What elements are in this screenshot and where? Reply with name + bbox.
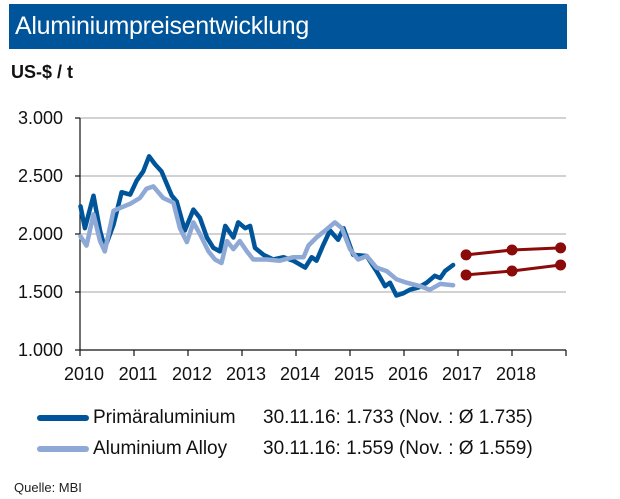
- series-line-1: [78, 184, 456, 292]
- y-axis-label: US-$ / t: [11, 62, 74, 82]
- x-tick-label: 2016: [388, 364, 428, 384]
- forecast-point: [460, 249, 472, 261]
- x-tick-label: 2012: [172, 364, 212, 384]
- legend-label: Aluminium Alloy: [93, 438, 228, 459]
- legend-item-alloy: Aluminium Alloy 30.11.16: 1.559 (Nov. : Ø…: [37, 438, 533, 460]
- y-tick-label: 3.000: [18, 108, 63, 128]
- x-tick-label: 2018: [496, 364, 536, 384]
- chart-title: Aluminiumpreisentwicklung: [9, 4, 567, 49]
- x-tick-label: 2014: [280, 364, 320, 384]
- series-line-0: [78, 154, 456, 298]
- legend-swatch: [37, 445, 89, 452]
- x-tick-label: 2013: [226, 364, 266, 384]
- y-tick-label: 2.000: [18, 224, 63, 244]
- legend-value: 30.11.16: 1.559 (Nov. : Ø 1.559): [263, 438, 533, 459]
- forecast-point: [555, 259, 567, 271]
- x-tick-label: 2011: [119, 364, 158, 384]
- y-tick-label: 2.500: [18, 166, 63, 186]
- legend-item-primaer: Primäraluminium 30.11.16: 1.733 (Nov. : Ø…: [37, 407, 533, 429]
- legend-value: 30.11.16: 1.733 (Nov. : Ø 1.735): [263, 407, 533, 428]
- y-tick-label: 1.500: [18, 282, 63, 302]
- y-tick-label: 1.000: [18, 340, 63, 360]
- source-note: Quelle: MBI: [14, 480, 82, 495]
- forecast-point: [506, 244, 518, 256]
- x-tick-label: 2017: [442, 364, 482, 384]
- forecast-point: [555, 242, 567, 254]
- x-tick-label: 2015: [334, 364, 374, 384]
- forecast-point: [506, 265, 518, 277]
- x-tick-label: 2010: [64, 364, 104, 384]
- legend-label: Primäraluminium: [93, 407, 236, 428]
- legend-swatch: [37, 414, 89, 421]
- forecast-point: [460, 269, 472, 281]
